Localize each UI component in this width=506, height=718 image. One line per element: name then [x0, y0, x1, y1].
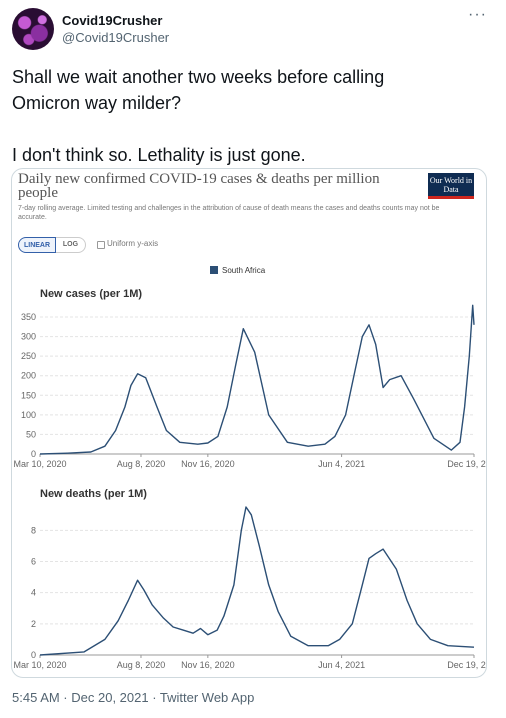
chart-legend: South Africa	[210, 266, 265, 275]
y-tick-label: 350	[21, 312, 36, 322]
legend-swatch	[210, 266, 218, 274]
y-tick-label: 4	[31, 588, 36, 598]
tweet-timestamp[interactable]: 5:45 AM · Dec 20, 2021 · Twitter Web App	[12, 690, 255, 705]
user-handle[interactable]: @Covid19Crusher	[62, 30, 170, 45]
y-tick-label: 200	[21, 371, 36, 381]
avatar[interactable]	[12, 8, 54, 50]
x-tick-label: Mar 10, 2020	[13, 459, 66, 469]
x-tick-label: Aug 8, 2020	[117, 660, 166, 670]
linear-toggle[interactable]: LINEAR	[18, 237, 56, 253]
chart-image-card[interactable]: Daily new confirmed COVID-19 cases & dea…	[11, 168, 487, 678]
new-cases-chart: New cases (per 1M) 0 50 100 150 200 250 300 350 M…	[13, 288, 486, 469]
y-tick-label: 0	[31, 449, 36, 459]
our-world-in-data-logo: Our World in Data	[428, 173, 474, 199]
y-tick-label: 150	[21, 390, 36, 400]
more-horizontal-icon[interactable]: ···	[468, 6, 487, 23]
chart-subtitle: 7-day rolling average. Limited testing a…	[18, 205, 440, 221]
y-tick-label: 50	[26, 429, 36, 439]
legend-label: South Africa	[222, 266, 266, 275]
y-tick-label: 6	[31, 557, 36, 567]
uniform-y-axis-label: Uniform y-axis	[107, 239, 159, 248]
y-tick-label: 300	[21, 332, 36, 342]
x-tick-label: Dec 19, 2021	[447, 660, 486, 670]
y-tick-label: 2	[31, 619, 36, 629]
y-tick-label: 8	[31, 525, 36, 535]
x-tick-label: Mar 10, 2020	[13, 660, 66, 670]
y-tick-label: 100	[21, 410, 36, 420]
new-deaths-chart: New deaths (per 1M) 0 2 4 6 8 Mar 10, 2020 Aug …	[13, 488, 486, 670]
panel-title: New deaths (per 1M)	[40, 488, 147, 500]
series-line	[39, 304, 475, 455]
series-line	[39, 506, 475, 656]
uniform-y-axis-checkbox[interactable]	[97, 241, 105, 249]
chart-title: Daily new confirmed COVID-19 cases & dea…	[18, 171, 380, 201]
x-tick-label: Jun 4, 2021	[318, 459, 365, 469]
x-tick-label: Aug 8, 2020	[117, 459, 166, 469]
display-name[interactable]: Covid19Crusher	[62, 13, 163, 28]
x-tick-label: Nov 16, 2020	[181, 660, 235, 670]
log-toggle[interactable]: LOG	[56, 237, 86, 253]
y-tick-label: 250	[21, 351, 36, 361]
x-tick-label: Nov 16, 2020	[181, 459, 235, 469]
panel-title: New cases (per 1M)	[40, 288, 142, 300]
x-tick-label: Jun 4, 2021	[318, 660, 365, 670]
x-tick-label: Dec 19, 2021	[447, 459, 486, 469]
y-tick-label: 0	[31, 650, 36, 660]
tweet-text: Shall we wait another two weeks before c…	[12, 67, 385, 165]
